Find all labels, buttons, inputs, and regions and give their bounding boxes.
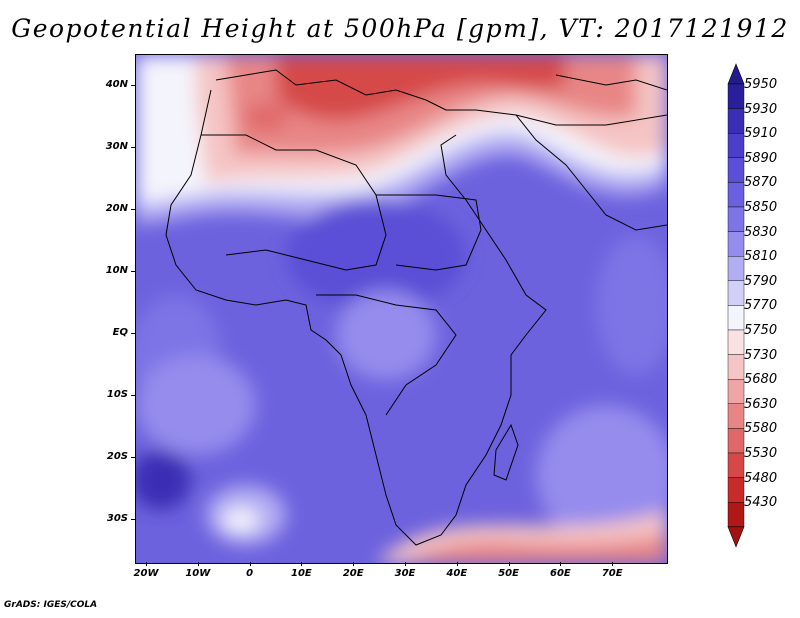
colorbar-segment <box>727 379 745 405</box>
map-title: Geopotential Height at 500hPa [gpm], VT:… <box>11 14 789 43</box>
colorbar-level-label: 5770 <box>744 298 778 314</box>
lon-label: 50E <box>498 568 519 579</box>
lon-label: 20E <box>342 568 364 579</box>
colorbar-segment <box>727 354 745 380</box>
colorbar-segment <box>727 329 745 355</box>
colorbar-level-label: 5910 <box>744 126 778 142</box>
lon-label: 30E <box>394 568 416 579</box>
colorbar-level-label: 5870 <box>744 175 778 191</box>
lat-label: 20N <box>105 203 128 214</box>
contour-map <box>136 55 667 563</box>
lat-tick <box>131 333 136 334</box>
colorbar-level-label: 5950 <box>744 77 778 92</box>
colorbar-segment <box>727 403 745 429</box>
colorbar-level-label: 5810 <box>744 249 778 265</box>
colorbar-segment <box>727 428 745 454</box>
colorbar-segment <box>727 157 745 183</box>
colorbar-level-label: 5430 <box>744 495 778 511</box>
lat-tick <box>131 457 136 458</box>
lat-label: 20S <box>106 451 128 462</box>
lon-tick <box>456 562 458 566</box>
colorbar-level-label: 5890 <box>744 150 778 166</box>
lon-tick <box>353 562 355 566</box>
lon-label: 10E <box>291 568 312 579</box>
lon-label: 60E <box>550 568 571 579</box>
colorbar-scale <box>727 63 745 548</box>
colorbar-segment <box>727 206 745 232</box>
colorbar-segment <box>727 133 745 159</box>
colorbar <box>726 62 746 560</box>
lat-tick <box>131 271 136 272</box>
lon-tick <box>405 562 406 566</box>
lat-tick <box>131 395 136 396</box>
lon-label: 10W <box>185 568 211 579</box>
colorbar-level-label: 5480 <box>744 470 778 486</box>
lat-tick <box>131 85 136 86</box>
lon-label: 70E <box>601 568 623 579</box>
lon-tick <box>197 562 199 566</box>
colorbar-level-label: 5680 <box>744 372 778 388</box>
colorbar-level-label: 5930 <box>744 101 778 117</box>
colorbar-level-label: 5750 <box>744 323 778 338</box>
colorbar-segment <box>727 231 745 257</box>
colorbar-segment <box>727 502 745 528</box>
lon-tick <box>146 562 147 566</box>
colorbar-level-label: 5850 <box>744 200 778 215</box>
lat-tick <box>131 147 136 148</box>
lat-label: 30S <box>106 513 128 524</box>
lat-tick <box>131 209 136 210</box>
lat-label: 40N <box>105 79 128 90</box>
lat-label: EQ <box>112 327 128 338</box>
lat-label: 10S <box>106 389 128 400</box>
colorbar-level-label: 5580 <box>744 421 778 437</box>
colorbar-bottom-arrow <box>727 526 745 548</box>
colorbar-level-label: 5830 <box>744 224 778 240</box>
colorbar-level-label: 5730 <box>744 347 778 363</box>
colorbar-segment <box>727 182 745 208</box>
map-panel <box>135 54 668 564</box>
colorbar-segment <box>727 280 745 306</box>
coastlines <box>165 69 667 546</box>
lon-tick <box>508 562 510 566</box>
lat-label: 10N <box>105 265 128 276</box>
colorbar-level-label: 5790 <box>744 273 778 289</box>
lon-label: 40E <box>446 568 468 579</box>
colorbar-segment <box>727 255 745 281</box>
lon-label: 20W <box>133 568 159 579</box>
colorbar-level-label: 5630 <box>744 396 778 412</box>
lon-tick <box>560 562 562 566</box>
colorbar-segment <box>727 108 745 134</box>
lat-tick <box>131 519 136 520</box>
colorbar-segment <box>727 452 745 478</box>
lat-label: 30N <box>105 141 128 152</box>
lon-tick <box>301 562 303 566</box>
colorbar-level-label: 5530 <box>744 446 778 461</box>
lon-tick <box>249 562 251 566</box>
colorbar-segment <box>727 83 745 109</box>
colorbar-segment <box>727 305 745 331</box>
colorbar-top-arrow <box>727 63 745 85</box>
colorbar-segment <box>727 477 745 503</box>
credit-label: GrADS: IGES/COLA <box>4 600 98 610</box>
lon-tick <box>612 562 614 566</box>
lon-label: 0 <box>246 568 254 579</box>
